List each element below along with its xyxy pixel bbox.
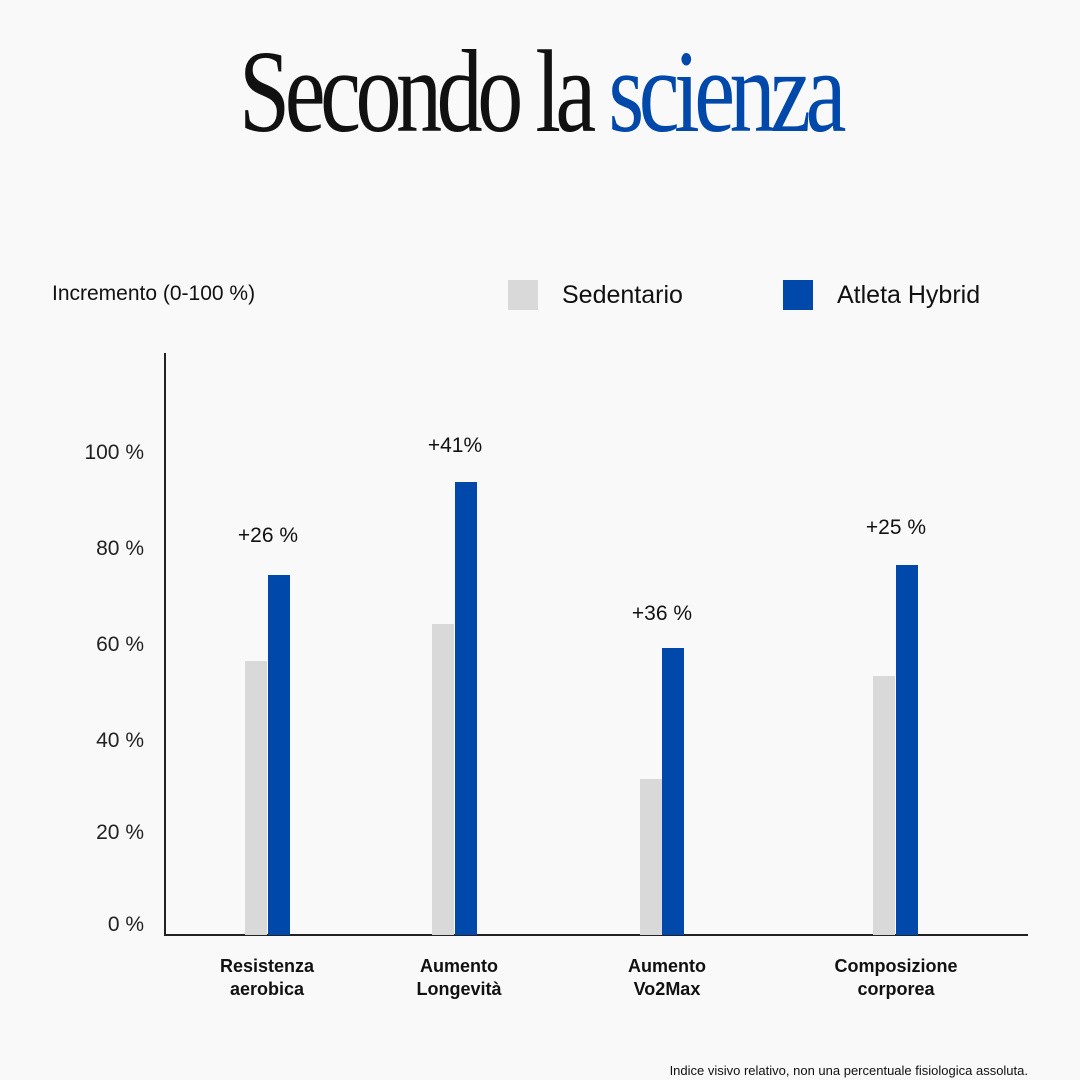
y-axis-label: Incremento (0-100 %): [52, 282, 256, 305]
legend-item-sedentario: Sedentario: [508, 280, 683, 310]
title-part-accent: scienza: [608, 26, 846, 157]
legend-label-sedentario: Sedentario: [562, 280, 683, 309]
delta-label: +25 %: [865, 516, 927, 539]
bar-atleta-longevita: [455, 482, 477, 935]
category-label: Aumento Longevità: [416, 956, 502, 999]
bar-atleta-resistenza: [268, 575, 290, 935]
delta-label: +36 %: [631, 602, 693, 625]
page-title: Secondo la scienza: [119, 22, 961, 162]
bar-sedentario-composizione: [873, 676, 895, 935]
bar-atleta-composizione: [896, 565, 918, 935]
category-label: Aumento Vo2Max: [628, 956, 706, 999]
y-axis: [164, 353, 166, 936]
legend-label-atleta: Atleta Hybrid: [837, 280, 981, 309]
y-tick: 80 %: [96, 537, 144, 560]
bar-sedentario-longevita: [432, 624, 454, 935]
legend-item-atleta: Atleta Hybrid: [783, 280, 980, 310]
y-tick: 40 %: [96, 729, 144, 752]
category-label: Resistenza aerobica: [219, 956, 315, 999]
y-tick: 60 %: [96, 633, 144, 656]
y-tick: 20 %: [96, 821, 144, 844]
y-tick: 0 %: [107, 913, 144, 936]
bar-sedentario-resistenza: [245, 661, 267, 935]
delta-label: +41%: [427, 434, 483, 457]
title-part-black: Secondo la: [239, 26, 609, 157]
category-label: Composizione corporea: [834, 956, 958, 999]
delta-label: +26 %: [237, 524, 299, 547]
legend-swatch-sedentario: [508, 280, 538, 310]
y-tick: 100 %: [84, 441, 144, 464]
bar-sedentario-vo2max: [640, 779, 662, 935]
footnote: Indice visivo relativo, non una percentu…: [669, 1063, 1028, 1078]
x-axis: [164, 934, 1028, 936]
legend-swatch-atleta: [783, 280, 813, 310]
bar-atleta-vo2max: [662, 648, 684, 935]
